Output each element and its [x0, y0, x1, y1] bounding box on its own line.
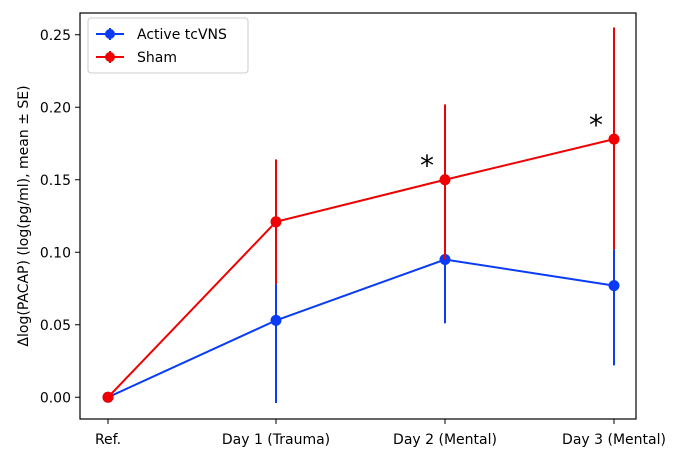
- y-tick-label: 0.25: [40, 28, 71, 44]
- legend-label-sham: Sham: [137, 50, 177, 66]
- data-point-sham: [270, 216, 282, 228]
- data-point-active-tcvns: [270, 314, 282, 326]
- legend-label-active-tcvns: Active tcVNS: [137, 27, 227, 43]
- y-tick-label: 0.05: [40, 318, 71, 334]
- legend: Active tcVNS Sham: [87, 17, 249, 74]
- y-tick-label: 0.00: [40, 390, 71, 406]
- x-tick-label: Ref.: [95, 432, 121, 448]
- axis-ticks: 0.00 0.05 0.10 0.15 0.20 0.25 Ref. Day 1 (Traum…: [40, 28, 666, 448]
- series-line-sham: [107, 138, 615, 398]
- x-tick-label: Day 1 (Trauma): [222, 432, 330, 448]
- plot-area: [79, 12, 637, 420]
- series-line-active-tcvns: [107, 258, 615, 399]
- data-point-sham: [102, 391, 114, 403]
- legend-marker-sham: [105, 52, 115, 62]
- significance-marker: *: [589, 108, 603, 141]
- data-point-active-tcvns: [608, 280, 620, 292]
- y-axis-label: Δlog(PACAP) (log(pg/ml), mean ± SE): [16, 85, 32, 346]
- legend-marker-active-tcvns: [105, 29, 115, 39]
- x-tick-label: Day 2 (Mental): [393, 432, 497, 448]
- x-tick-label: Day 3 (Mental): [562, 432, 666, 448]
- significance-marker: *: [420, 149, 434, 182]
- series-layer: [102, 27, 620, 404]
- data-point-sham: [439, 174, 451, 186]
- annotations: **: [420, 108, 603, 182]
- data-point-sham: [608, 133, 620, 145]
- y-tick-label: 0.20: [40, 100, 71, 116]
- y-tick-label: 0.15: [40, 173, 71, 189]
- legend-box: [87, 17, 249, 74]
- y-tick-label: 0.10: [40, 245, 71, 261]
